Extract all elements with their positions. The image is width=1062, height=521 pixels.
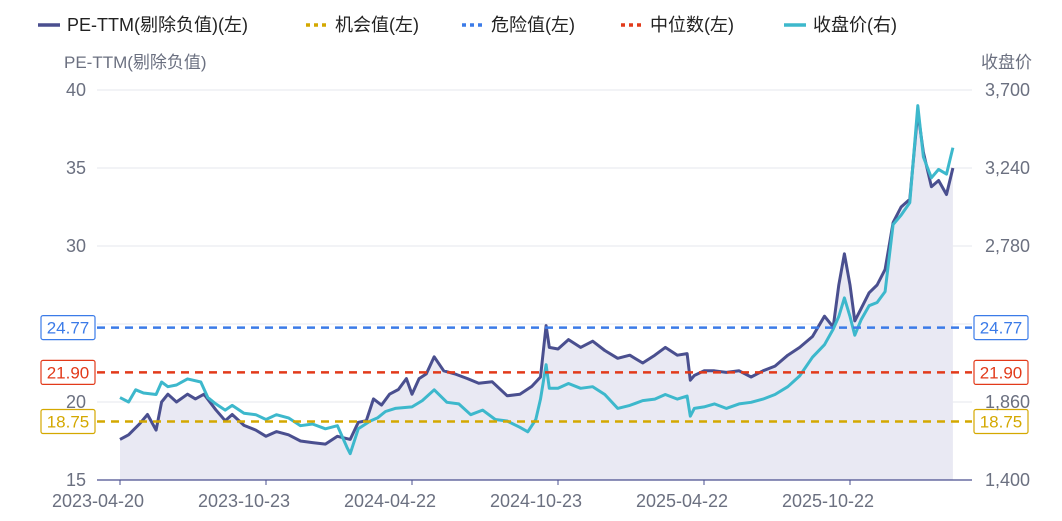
x-tick-label: 2025-10-22	[782, 491, 874, 511]
pe-area-fill	[120, 111, 953, 481]
legend-item-danger[interactable]: 危险值(左)	[462, 15, 575, 35]
y-left-axis-title: PE-TTM(剔除负值)	[64, 53, 207, 72]
legend-label-close: 收盘价(右)	[813, 15, 897, 35]
ref-label-box-danger-right	[973, 314, 1029, 341]
legend-item-median[interactable]: 中位数(左)	[621, 15, 734, 35]
series-lines	[119, 104, 955, 456]
y-left-tick-label: 15	[66, 470, 86, 490]
x-tick-label: 2023-10-23	[198, 491, 290, 511]
legend-label-pe: PE-TTM(剔除负值)(左)	[67, 15, 248, 35]
ref-label-opp-left: 18.75	[47, 413, 90, 432]
x-tick-label: 2024-10-23	[490, 491, 582, 511]
legend-label-opp: 机会值(左)	[335, 15, 419, 35]
ref-label-box-opp-left	[40, 408, 96, 435]
ref-label-danger-left: 24.77	[47, 319, 90, 338]
legend-item-pe[interactable]: PE-TTM(剔除负值)(左)	[38, 15, 248, 35]
y-right-axis-title: 收盘价	[981, 53, 1032, 72]
y-left-tick-label: 30	[66, 236, 86, 256]
y-left-tick-label: 40	[66, 80, 86, 100]
axes: 15 20 30 35 40 1,400 1,860 2,780 3,240 3,700 2023-…	[52, 80, 1030, 511]
x-tick-label: 2023-04-20	[52, 491, 144, 511]
ref-label-median-right: 21.90	[980, 363, 1023, 382]
ref-label-box-opp-right	[973, 408, 1029, 435]
reference-lines: 24.77 24.77 21.90 21.90 18.75 18.75	[40, 314, 1029, 435]
y-right-tick-label: 3,700	[985, 80, 1030, 100]
x-tick-label: 2024-04-22	[344, 491, 436, 511]
legend-label-danger: 危险值(左)	[491, 15, 575, 35]
x-tick-label: 2025-04-22	[636, 491, 728, 511]
series-line-pe	[119, 110, 955, 446]
area-fill-pe	[120, 111, 953, 481]
y-right-tick-label: 2,780	[985, 236, 1030, 256]
y-left-tick-label: 35	[66, 158, 86, 178]
series-line-close	[119, 104, 955, 456]
y-left-tick-label: 20	[66, 392, 86, 412]
y-right-tick-label: 1,400	[985, 470, 1030, 490]
ref-label-danger-right: 24.77	[980, 319, 1023, 338]
legend-item-close[interactable]: 收盘价(右)	[784, 15, 897, 35]
ref-label-box-median-left	[40, 359, 96, 385]
chart-legend: PE-TTM(剔除负值)(左) 机会值(左) 危险值(左) 中位数(左) 收盘价(右)	[38, 15, 897, 35]
ref-label-box-danger-left	[40, 314, 96, 341]
legend-label-median: 中位数(左)	[650, 15, 734, 35]
ref-label-opp-right: 18.75	[980, 413, 1023, 432]
ref-label-box-median-right	[973, 359, 1029, 385]
y-right-tick-label: 3,240	[985, 158, 1030, 178]
ref-label-median-left: 21.90	[47, 363, 90, 382]
y-right-tick-label: 1,860	[985, 392, 1030, 412]
legend-item-opp[interactable]: 机会值(左)	[306, 15, 419, 35]
